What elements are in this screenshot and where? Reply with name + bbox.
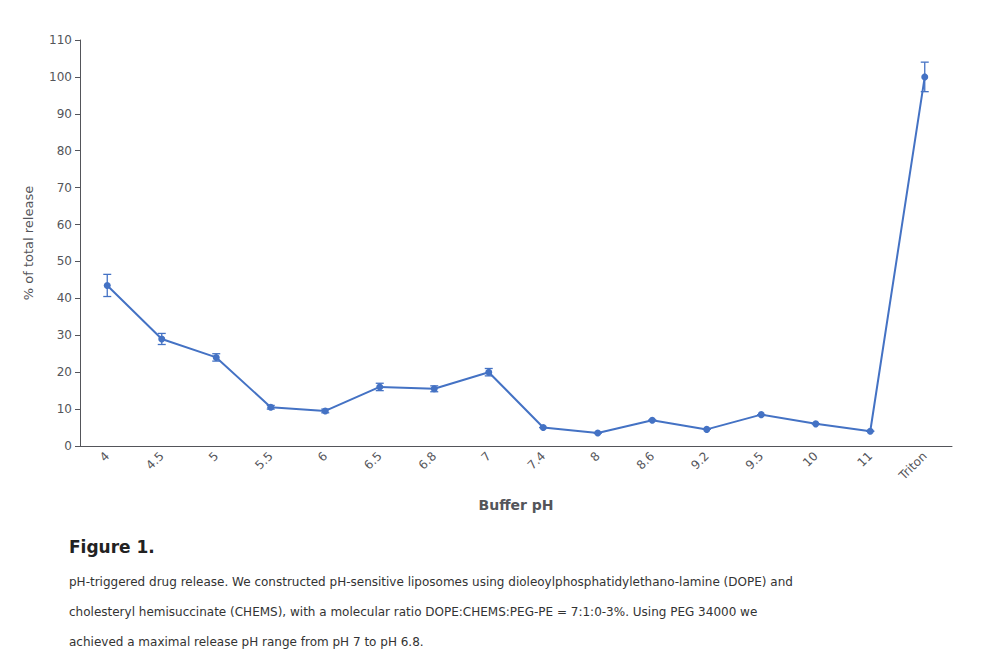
svg-text:50: 50 [57, 254, 72, 268]
svg-text:70: 70 [57, 181, 72, 195]
svg-text:7.4: 7.4 [525, 449, 548, 472]
svg-text:10: 10 [57, 402, 72, 416]
svg-text:5: 5 [206, 449, 221, 464]
svg-text:Figure 1.: Figure 1. [69, 537, 155, 557]
svg-text:pH-triggered drug release. We: pH-triggered drug release. We constructe… [69, 575, 793, 589]
svg-text:11: 11 [855, 449, 876, 470]
svg-text:30: 30 [57, 328, 72, 342]
svg-text:achieved a maximal release pH: achieved a maximal release pH range from… [69, 635, 424, 649]
svg-text:6: 6 [315, 449, 330, 464]
svg-text:7: 7 [478, 449, 493, 464]
svg-text:8: 8 [587, 449, 602, 464]
svg-text:5.5: 5.5 [252, 449, 275, 472]
svg-text:% of total release: % of total release [21, 186, 36, 300]
svg-text:4: 4 [97, 449, 112, 464]
svg-text:60: 60 [57, 218, 72, 232]
svg-text:40: 40 [57, 291, 72, 305]
svg-text:80: 80 [57, 144, 72, 158]
svg-text:0: 0 [64, 439, 72, 453]
svg-text:90: 90 [57, 107, 72, 121]
svg-text:8.6: 8.6 [634, 449, 657, 472]
svg-text:9.5: 9.5 [743, 449, 766, 472]
svg-text:Triton: Triton [895, 449, 929, 483]
svg-text:6.8: 6.8 [416, 449, 439, 472]
svg-text:100: 100 [49, 70, 72, 84]
svg-text:10: 10 [800, 449, 821, 470]
svg-text:cholesteryl hemisuccinate (CHE: cholesteryl hemisuccinate (CHEMS), with … [69, 605, 757, 619]
svg-text:Buffer pH: Buffer pH [479, 497, 554, 513]
svg-text:9.2: 9.2 [688, 449, 711, 472]
svg-text:110: 110 [49, 33, 72, 47]
svg-text:6.5: 6.5 [361, 449, 384, 472]
svg-text:20: 20 [57, 365, 72, 379]
svg-text:4.5: 4.5 [143, 449, 166, 472]
